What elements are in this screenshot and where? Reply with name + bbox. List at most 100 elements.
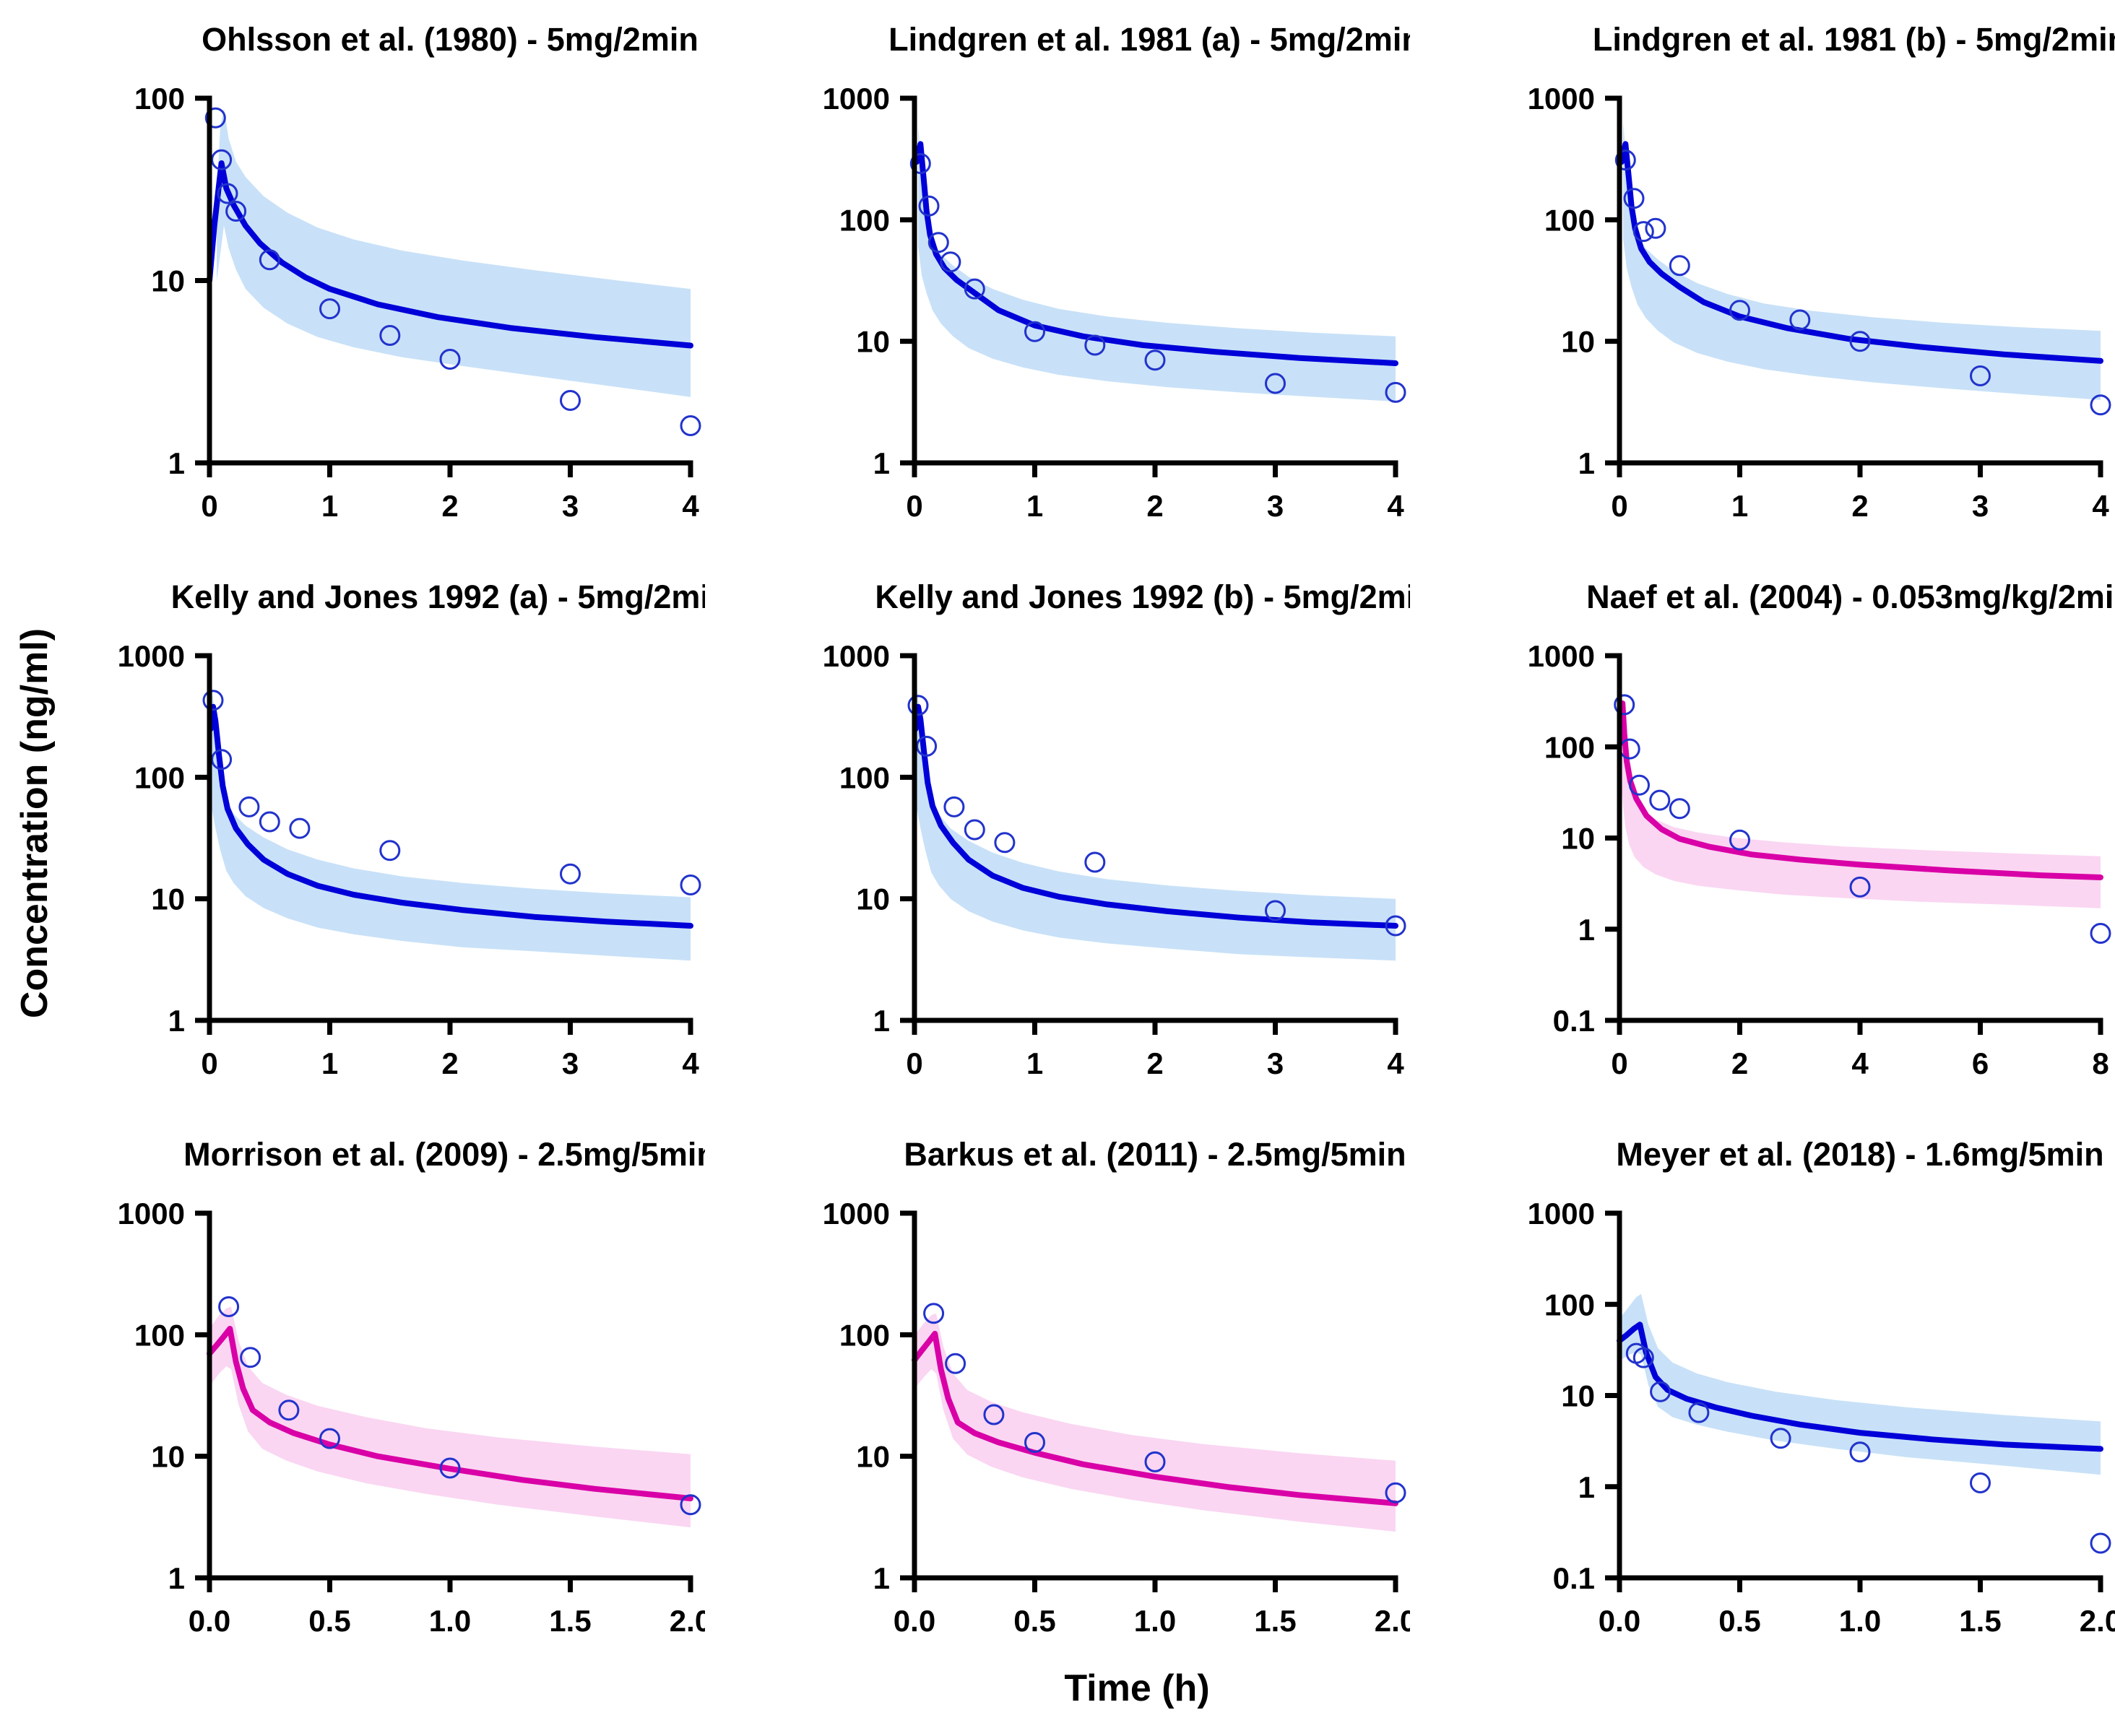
x-tick-label: 8 bbox=[2092, 1046, 2108, 1080]
data-point bbox=[560, 863, 581, 885]
x-tick-label: 1.0 bbox=[1134, 1604, 1176, 1638]
x-tick-label: 1.0 bbox=[429, 1604, 471, 1638]
data-point bbox=[1144, 350, 1166, 371]
data-point bbox=[945, 1353, 966, 1374]
x-tick-label: 1.5 bbox=[1959, 1604, 2001, 1638]
data-point bbox=[680, 874, 701, 895]
x-tick-label: 3 bbox=[562, 489, 579, 523]
data-point bbox=[680, 415, 701, 436]
data-point bbox=[1849, 331, 1871, 352]
data-point bbox=[1629, 774, 1650, 796]
data-point bbox=[1632, 221, 1654, 243]
y-tick-label: 10 bbox=[151, 264, 185, 298]
x-tick-label: 0.0 bbox=[189, 1604, 230, 1638]
data-point bbox=[1849, 1441, 1871, 1463]
y-tick-label: 10 bbox=[1561, 1379, 1595, 1413]
x-tick-label: 0.5 bbox=[1718, 1604, 1760, 1638]
y-tick-label: 100 bbox=[839, 760, 890, 794]
data-point bbox=[1650, 1381, 1671, 1402]
panel-title: Lindgren et al. 1981 (a) - 5mg/2min bbox=[888, 21, 1410, 58]
data-point bbox=[1024, 321, 1045, 342]
panel-title: Barkus et al. (2011) - 2.5mg/5min bbox=[904, 1136, 1406, 1173]
x-tick-label: 3 bbox=[562, 1046, 579, 1080]
data-point bbox=[1770, 1428, 1791, 1449]
panel-kelly-jones-1992a: 1 10 100 1000 0 1 2 3 4 Kelly and Jones 1992 (a) … bbox=[0, 569, 730, 1127]
y-tick-label: 10 bbox=[856, 1440, 890, 1474]
data-point bbox=[225, 201, 247, 222]
data-point bbox=[560, 390, 581, 411]
panel-kelly-jones-1992b: 1 10 100 1000 0 1 2 3 4 Kelly and Jones 1992 (b) … bbox=[705, 569, 1435, 1127]
panel-title: Kelly and Jones 1992 (a) - 5mg/2min bbox=[171, 578, 705, 615]
x-tick-label: 3 bbox=[1267, 1046, 1284, 1080]
x-tick-label: 2 bbox=[1731, 1046, 1748, 1080]
x-tick-label: 0 bbox=[906, 489, 922, 523]
data-point bbox=[680, 1494, 701, 1516]
x-tick-label: 0.5 bbox=[308, 1604, 350, 1638]
y-tick-label: 1000 bbox=[823, 639, 890, 673]
panel-lindgren-1981a: 1 10 100 1000 0 1 2 3 4 Lindgren et al. 1981 (a) … bbox=[705, 12, 1422, 569]
fit-line bbox=[207, 160, 693, 349]
x-tick-label: 1.5 bbox=[549, 1604, 591, 1638]
y-tick-label: 10 bbox=[1561, 822, 1595, 856]
data-point bbox=[1084, 334, 1106, 356]
fit-line bbox=[1617, 700, 2103, 880]
x-tick-label: 4 bbox=[1851, 1046, 1869, 1080]
fit-line bbox=[207, 703, 693, 929]
x-tick-label: 2.0 bbox=[670, 1604, 705, 1638]
data-point bbox=[211, 749, 233, 771]
x-tick-label: 4 bbox=[682, 1046, 699, 1080]
data-point bbox=[289, 817, 311, 839]
data-point bbox=[1632, 1347, 1654, 1368]
data-point bbox=[1144, 1451, 1166, 1472]
y-tick-label: 100 bbox=[839, 1318, 890, 1352]
x-tick-label: 1 bbox=[321, 489, 338, 523]
data-point bbox=[1729, 300, 1750, 321]
data-point bbox=[1385, 381, 1406, 403]
x-tick-label: 0.0 bbox=[1599, 1604, 1640, 1638]
data-point bbox=[964, 278, 985, 300]
y-tick-label: 0.1 bbox=[1553, 1561, 1595, 1595]
x-tick-label: 1 bbox=[321, 1046, 338, 1080]
data-point bbox=[218, 1296, 240, 1317]
x-tick-label: 4 bbox=[682, 489, 699, 523]
y-tick-label: 1000 bbox=[823, 1197, 890, 1231]
data-point bbox=[1265, 900, 1286, 921]
fit-line bbox=[207, 1326, 693, 1501]
chart-svg: 1 10 100 1000 0.0 0.5 1.0 1.5 2.0 Barkus et al. (… bbox=[823, 1136, 1417, 1638]
data-point bbox=[1669, 255, 1690, 277]
y-tick-label: 1 bbox=[873, 446, 890, 480]
panel-barkus-2011: 1 10 100 1000 0.0 0.5 1.0 1.5 2.0 Barkus et al. (… bbox=[705, 1127, 1417, 1684]
y-tick-label: 10 bbox=[1561, 325, 1595, 359]
x-tick-label: 1 bbox=[1026, 1046, 1043, 1080]
y-tick-label: 1 bbox=[873, 1004, 890, 1038]
data-point bbox=[319, 1428, 340, 1449]
y-tick-label: 10 bbox=[151, 1440, 185, 1474]
x-tick-label: 4 bbox=[1387, 1046, 1404, 1080]
data-point bbox=[983, 1404, 1005, 1425]
data-point bbox=[278, 1399, 300, 1421]
confidence-band bbox=[917, 687, 1396, 961]
x-tick-label: 0 bbox=[1611, 489, 1627, 523]
y-tick-label: 100 bbox=[839, 203, 890, 237]
y-tick-label: 100 bbox=[1544, 1288, 1595, 1321]
data-point bbox=[204, 107, 226, 129]
data-point bbox=[1645, 217, 1666, 239]
chart-svg: 0.1 1 10 100 1000 0 2 4 6 8 Naef et al. (2004) - 0… bbox=[1528, 578, 2115, 1080]
panel-title: Lindgren et al. 1981 (b) - 5mg/2min bbox=[1593, 21, 2115, 58]
panels-grid: 1 10 100 0 1 2 3 4 Ohlsson et al. (1980) - 5mg/2… bbox=[0, 12, 2115, 1684]
y-tick-label: 0.1 bbox=[1553, 1004, 1595, 1038]
data-point bbox=[943, 796, 965, 817]
x-axis-label: Time (h) bbox=[1064, 1667, 1210, 1709]
y-tick-label: 100 bbox=[1544, 730, 1595, 764]
axes bbox=[912, 95, 1398, 466]
data-point bbox=[1385, 1482, 1406, 1503]
x-tick-label: 2 bbox=[441, 1046, 458, 1080]
x-tick-label: 6 bbox=[1972, 1046, 1989, 1080]
data-point bbox=[2090, 1532, 2111, 1554]
panel-ohlsson-1980: 1 10 100 0 1 2 3 4 Ohlsson et al. (1980) - 5mg/2… bbox=[0, 12, 705, 569]
data-point bbox=[217, 183, 238, 204]
